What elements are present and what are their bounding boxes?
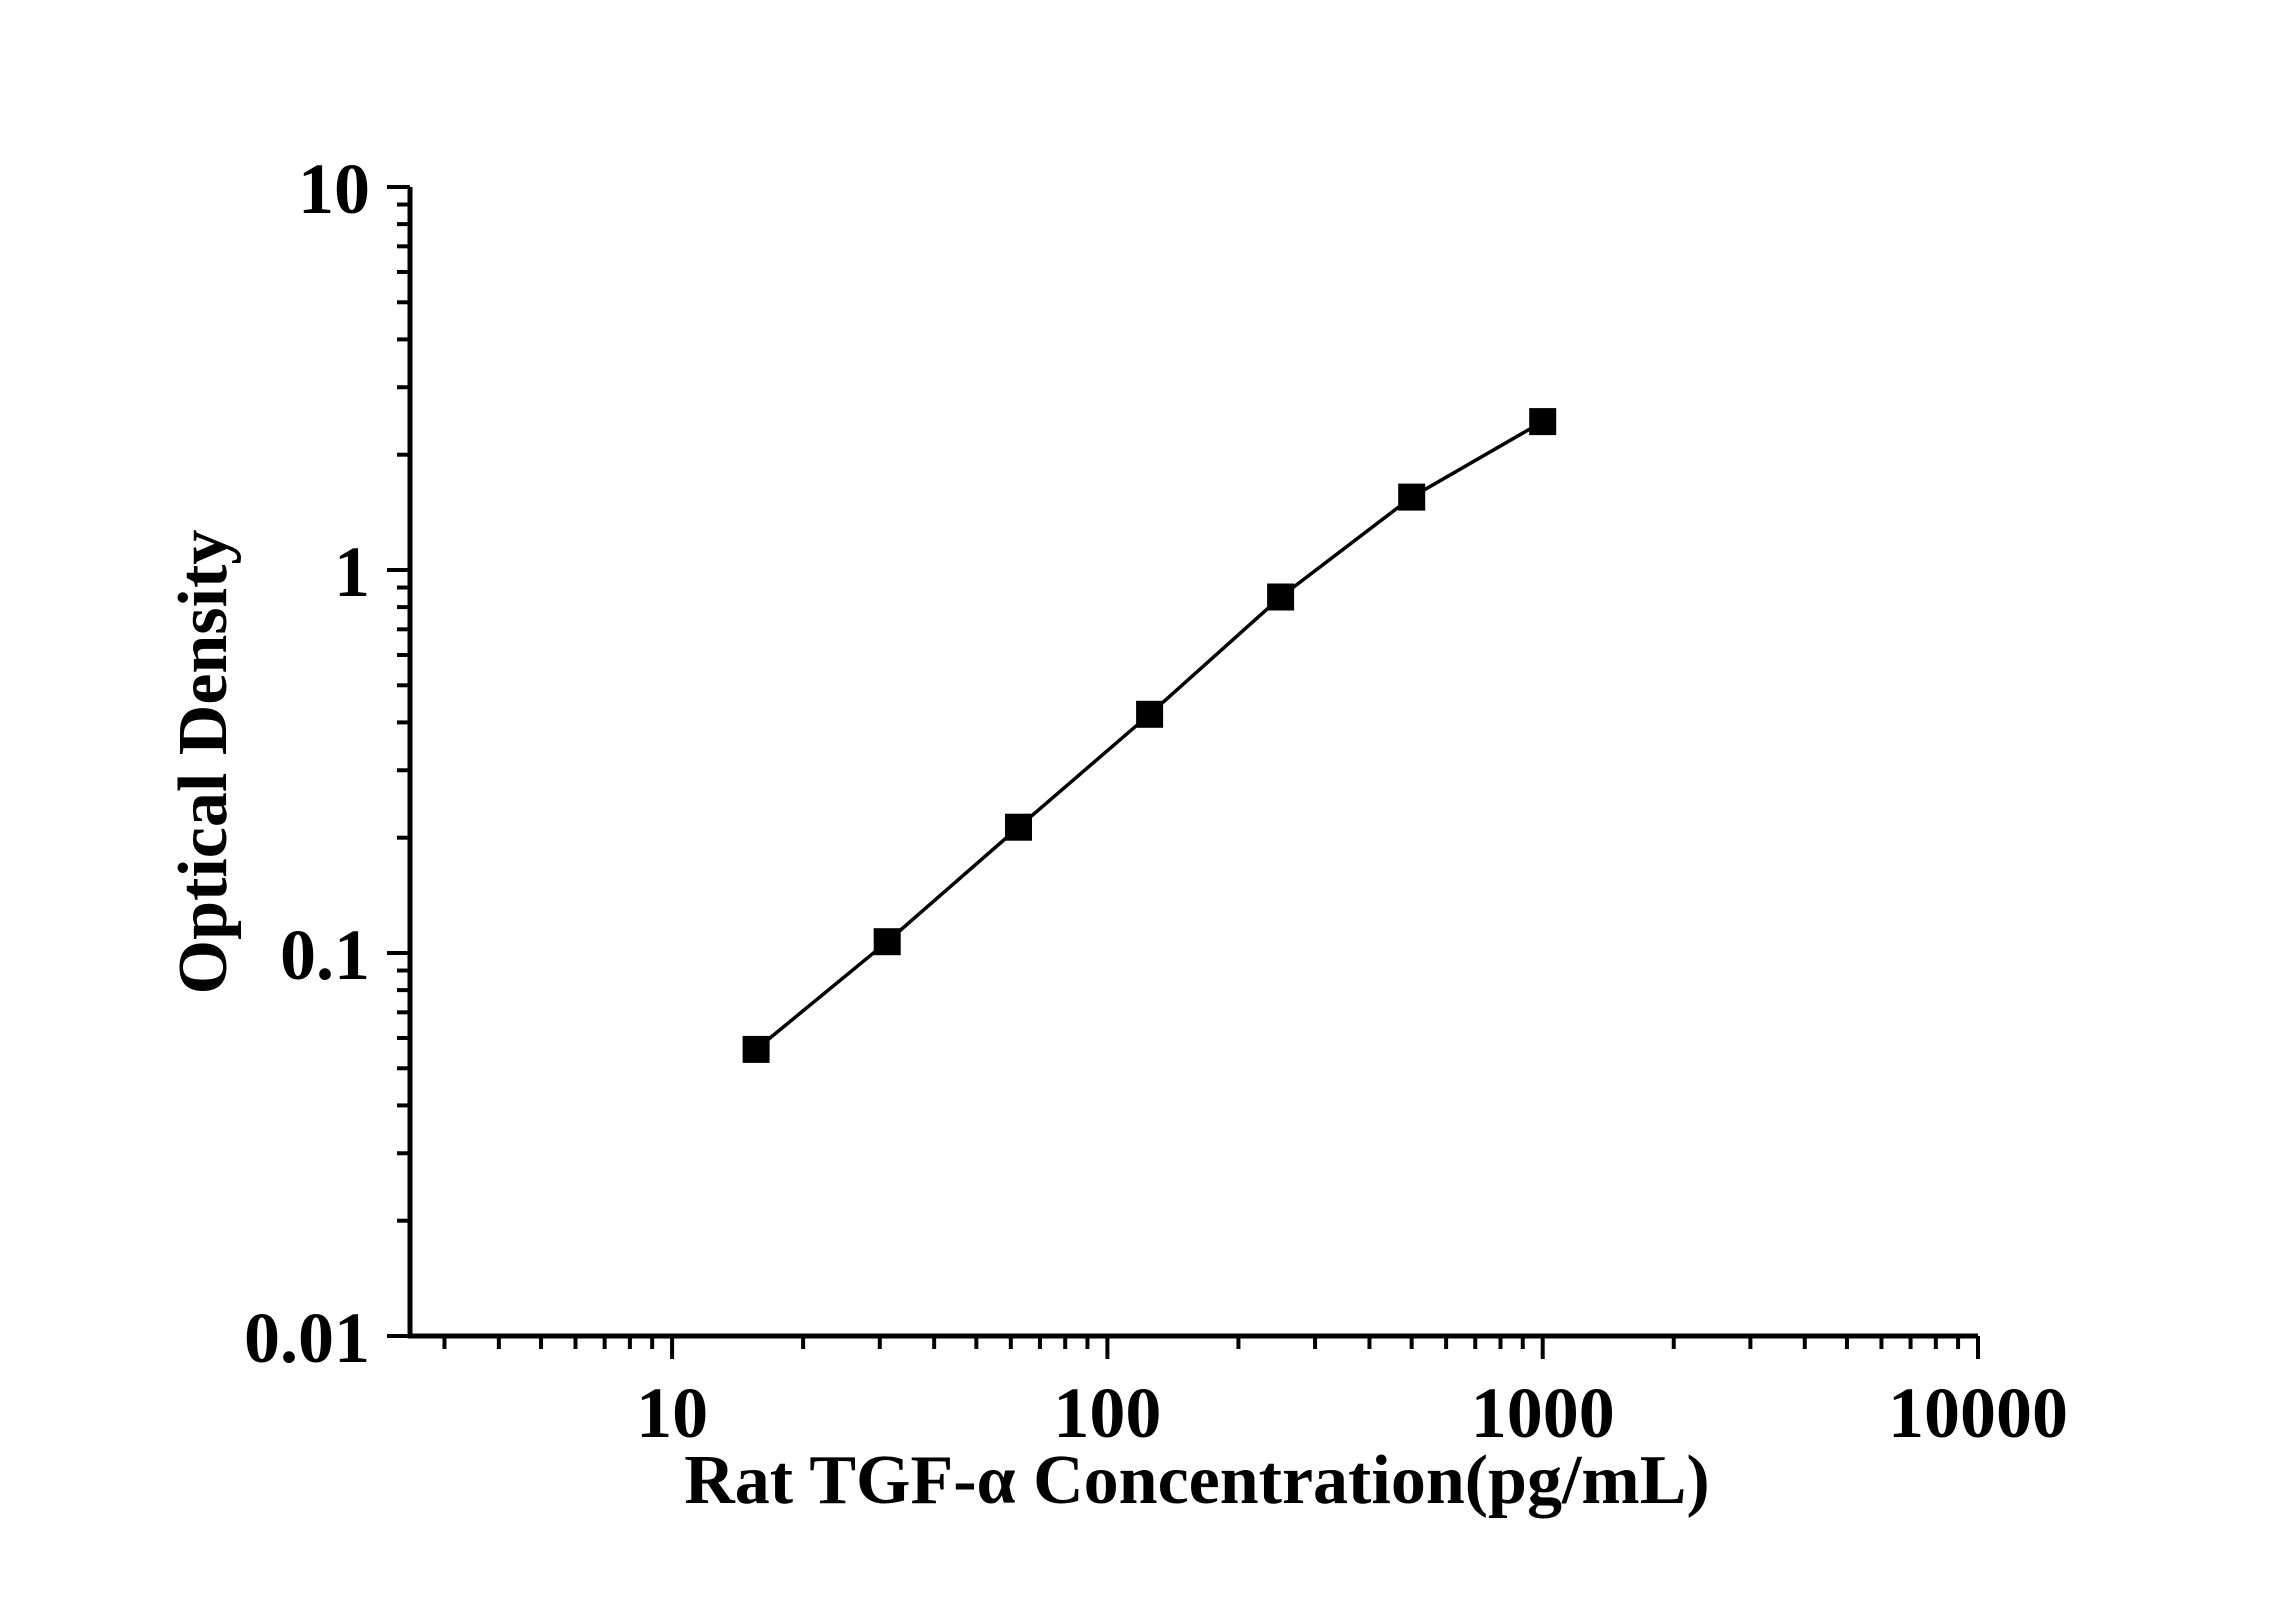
x-tick-label: 100 (1053, 1373, 1161, 1453)
x-tick-label: 10 (636, 1373, 708, 1453)
tick-marks (387, 185, 1980, 1359)
data-point-marker (1267, 583, 1295, 611)
data-point-marker (873, 928, 901, 956)
y-tick-label: 0.1 (280, 915, 370, 995)
y-tick-label: 1 (334, 532, 370, 612)
x-tick-label: 10000 (1888, 1373, 2068, 1453)
tick-labels: 10 100 1000 10000 10 1 0.1 0.01 (244, 149, 2068, 1453)
data-point-marker (1005, 813, 1032, 841)
y-tick-label: 0.01 (244, 1298, 370, 1378)
x-axis-title: Rat TGF-α Concentration(pg/mL) (684, 1442, 1710, 1519)
curve-line (754, 420, 1544, 1051)
data-point-marker (1529, 408, 1557, 436)
y-tick-label: 10 (298, 149, 370, 229)
data-point-marker (1398, 483, 1426, 511)
x-tick-label: 1000 (1471, 1373, 1615, 1453)
data-point-marker (1136, 700, 1164, 728)
axes (407, 187, 1978, 1339)
data-series (742, 408, 1557, 1063)
y-axis-title: Optical Density (165, 530, 242, 995)
data-point-marker (742, 1035, 770, 1063)
